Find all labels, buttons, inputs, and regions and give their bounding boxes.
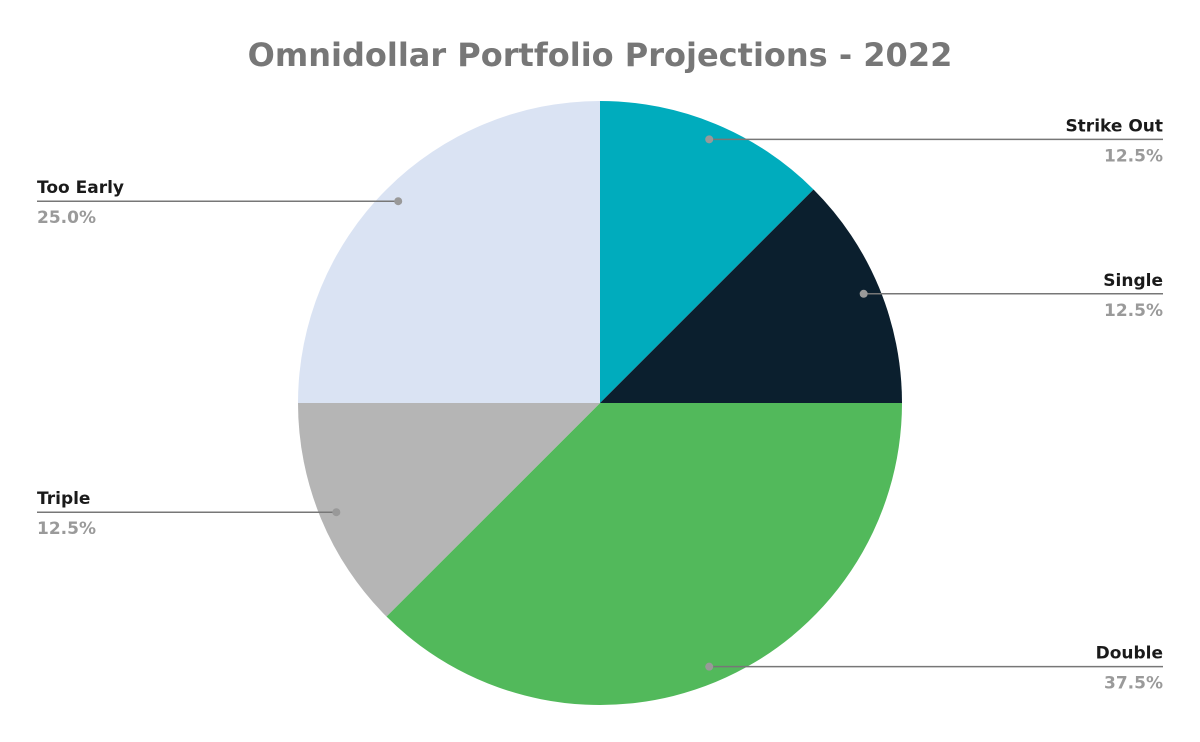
chart-title: Omnidollar Portfolio Projections - 2022: [248, 36, 953, 74]
pie-slice: [298, 403, 600, 617]
value-label: 37.5%: [1104, 674, 1163, 694]
value-label: 12.5%: [37, 519, 96, 539]
slice-label: Triple: [37, 489, 90, 509]
leader-dot: [394, 197, 403, 206]
pie-slice: [600, 189, 902, 403]
slice-label: Single: [1103, 271, 1163, 291]
leader-dot: [705, 135, 714, 144]
pie-slice: [298, 101, 600, 403]
leader-dot: [332, 508, 341, 517]
pie-slice: [386, 403, 903, 706]
slice-label: Double: [1096, 644, 1163, 664]
value-label: 12.5%: [1104, 146, 1163, 166]
slice-label: Too Early: [37, 178, 124, 198]
value-label: 25.0%: [37, 208, 96, 228]
leader-dot: [705, 662, 714, 671]
pie-slice: [600, 101, 814, 403]
leader-dot: [859, 289, 868, 298]
value-label: 12.5%: [1104, 301, 1163, 321]
slice-label: Strike Out: [1065, 116, 1163, 136]
